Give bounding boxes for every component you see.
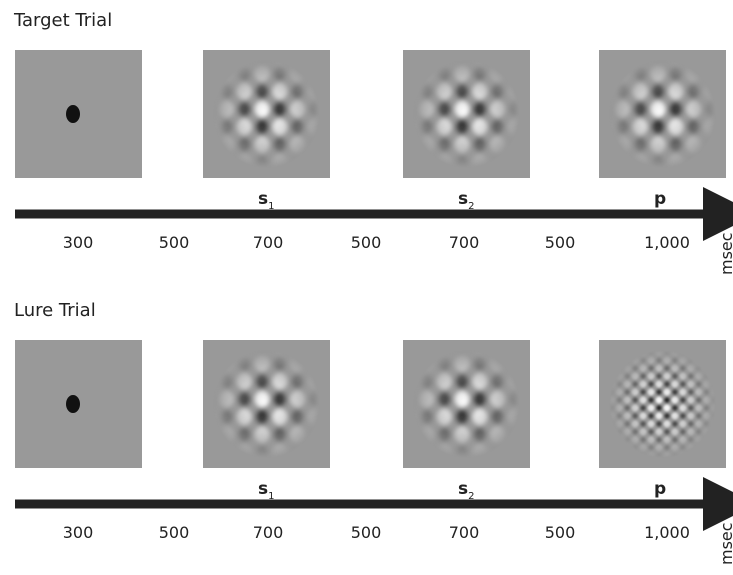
stimulus-label: s1 <box>258 189 275 212</box>
duration-label: 700 <box>253 233 284 252</box>
trial-diagram: Target Trial s1 s2 p 300 500 700 500 700 500 1,000… <box>0 0 733 571</box>
stimulus-letter: s <box>458 189 468 209</box>
duration-label: 300 <box>63 523 94 542</box>
stimulus-frame <box>203 50 330 178</box>
stimulus-letter: s <box>458 479 468 499</box>
stimulus-label: p <box>654 189 666 209</box>
duration-label: 700 <box>449 233 480 252</box>
duration-label: 1,000 <box>644 233 690 252</box>
duration-label: 1,000 <box>644 523 690 542</box>
trial-panel: Target Trial s1 s2 p 300 500 700 500 700 500 1,000… <box>13 10 733 275</box>
stimulus-frame <box>203 340 330 468</box>
stimulus-frame <box>403 340 530 468</box>
stimulus-letter: p <box>654 189 666 209</box>
trial-panel: Lure Trial s1 s2 p 300 500 700 500 700 500 1,000 ms… <box>14 300 733 565</box>
stimulus-label: s1 <box>258 479 275 502</box>
trial-title: Lure Trial <box>14 300 96 321</box>
duration-label: 500 <box>159 233 190 252</box>
duration-label: 700 <box>253 523 284 542</box>
time-unit: msec <box>717 522 733 565</box>
duration-label: 300 <box>63 233 94 252</box>
stimulus-label: p <box>654 479 666 499</box>
duration-label: 500 <box>159 523 190 542</box>
duration-label: 500 <box>351 233 382 252</box>
stimulus-label: s2 <box>458 479 475 502</box>
fixation-frame <box>15 340 142 468</box>
trial-title: Target Trial <box>13 10 112 31</box>
time-unit: msec <box>717 232 733 275</box>
fixation-frame <box>15 50 142 178</box>
stimulus-frame <box>599 50 726 178</box>
stimulus-frame <box>403 50 530 178</box>
duration-label: 500 <box>351 523 382 542</box>
stimulus-letter: p <box>654 479 666 499</box>
duration-label: 700 <box>449 523 480 542</box>
stimulus-label: s2 <box>458 189 475 212</box>
stimulus-letter: s <box>258 479 268 499</box>
duration-label: 500 <box>545 523 576 542</box>
stimulus-letter: s <box>258 189 268 209</box>
stimulus-frame <box>599 340 726 468</box>
duration-label: 500 <box>545 233 576 252</box>
